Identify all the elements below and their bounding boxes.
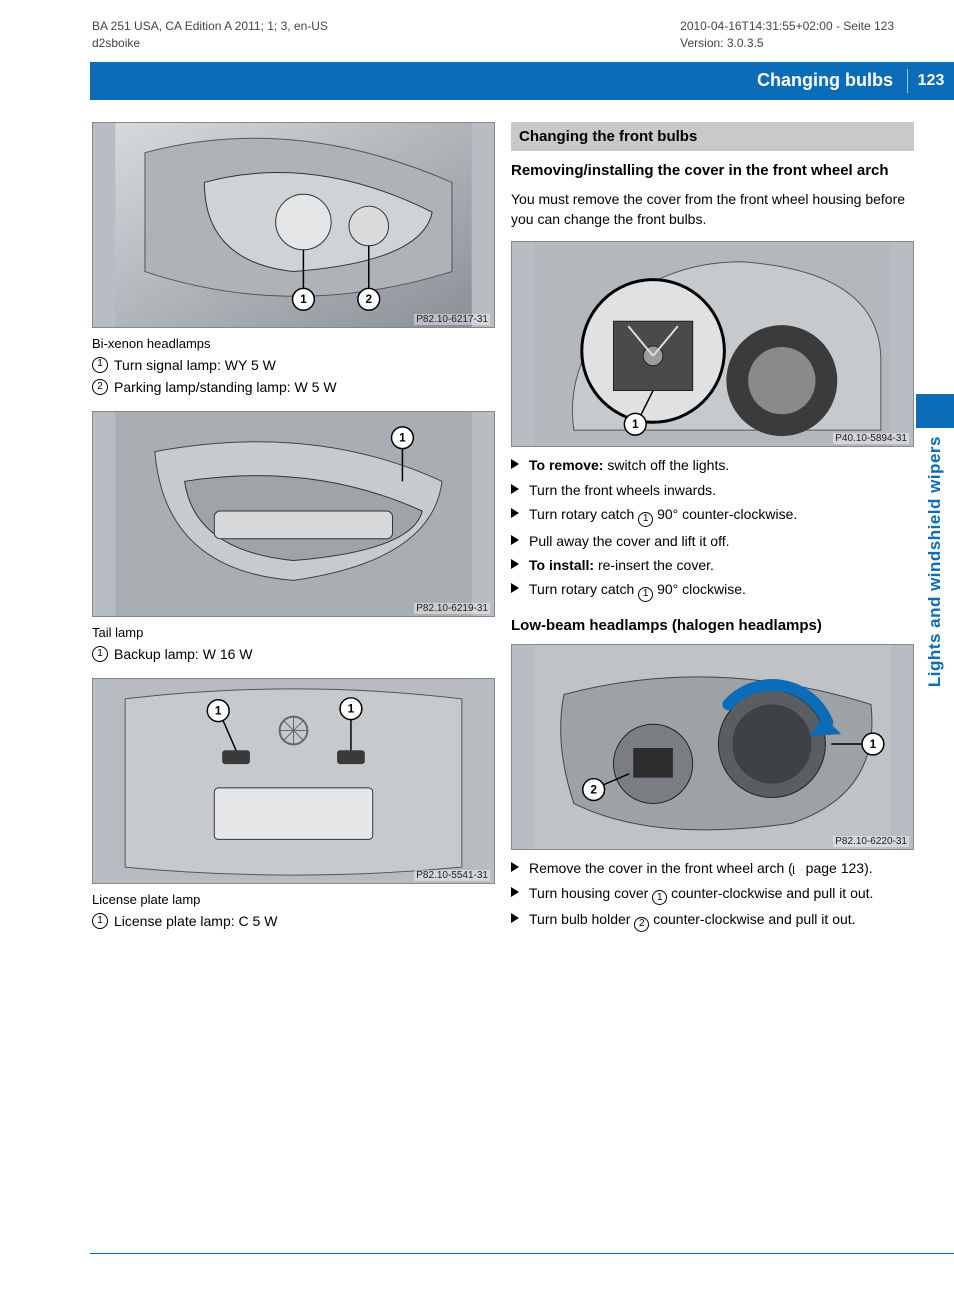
bullet-icon: [511, 484, 521, 494]
figure-lowbeam: 1 2 P82.10-6220-31: [511, 644, 914, 850]
step-item: Turn housing cover 1 counter-clockwise a…: [511, 883, 914, 906]
procedure-steps: To remove: switch off the lights. Turn th…: [511, 455, 914, 602]
tab-label: Lights and windshield wipers: [925, 436, 945, 687]
subsection-heading: Removing/installing the cover in the fro…: [511, 161, 914, 181]
footer-rule: [90, 1253, 954, 1254]
callout-num: 2: [92, 379, 108, 395]
step-text: Pull away the cover and lift it off.: [529, 531, 730, 551]
bullet-icon: [511, 559, 521, 569]
step-text: Turn rotary catch 1 90° counter-clockwis…: [529, 504, 797, 527]
image-code: P82.10-6217-31: [414, 314, 490, 325]
legend-item: 1 Backup lamp: W 16 W: [92, 644, 495, 664]
figure-licenseplate: 1 1 P82.10-5541-31: [92, 678, 495, 884]
image-code: P82.10-6219-31: [414, 603, 490, 614]
meta-right: 2010-04-16T14:31:55+02:00 - Seite 123 Ve…: [680, 18, 894, 52]
figure-headlamp: 1 2 P82.10-6217-31: [92, 122, 495, 328]
svg-text:2: 2: [590, 783, 597, 797]
legend-text: Backup lamp: W 16 W: [114, 644, 253, 664]
meta-line: Version: 3.0.3.5: [680, 35, 894, 52]
step-item: Remove the cover in the front wheel arch…: [511, 858, 914, 878]
step-text: Turn the front wheels inwards.: [529, 480, 716, 500]
svg-text:1: 1: [399, 431, 406, 445]
svg-text:1: 1: [870, 737, 877, 751]
callout-num: 1: [92, 646, 108, 662]
image-code: P40.10-5894-31: [833, 433, 909, 444]
bullet-icon: [511, 508, 521, 518]
image-code: P82.10-6220-31: [833, 836, 909, 847]
figure-taillamp: 1 P82.10-6219-31: [92, 411, 495, 617]
bullet-icon: [511, 913, 521, 923]
step-text: Turn rotary catch 1 90° clockwise.: [529, 579, 746, 602]
figure-caption: Bi-xenon headlamps: [92, 336, 495, 351]
figure-wheelarch: 1 P40.10-5894-31: [511, 241, 914, 447]
svg-text:1: 1: [632, 418, 639, 432]
svg-text:1: 1: [215, 704, 222, 718]
legend-text: License plate lamp: C 5 W: [114, 911, 277, 931]
legend-item: 2 Parking lamp/standing lamp: W 5 W: [92, 377, 495, 397]
step-text: Turn housing cover 1 counter-clockwise a…: [529, 883, 873, 906]
svg-text:1: 1: [300, 292, 307, 306]
legend-list: 1 Turn signal lamp: WY 5 W 2 Parking lamp/…: [92, 355, 495, 398]
chapter-title: Changing bulbs: [757, 70, 907, 91]
figure-caption: Tail lamp: [92, 625, 495, 640]
legend-item: 1 License plate lamp: C 5 W: [92, 911, 495, 931]
left-column: 1 2 P82.10-6217-31 Bi-xenon headlamps 1T…: [92, 122, 495, 947]
step-item: To remove: switch off the lights.: [511, 455, 914, 475]
callout-num: 1: [92, 357, 108, 373]
paragraph: You must remove the cover from the front…: [511, 189, 914, 230]
step-text: To install: re-insert the cover.: [529, 555, 714, 575]
step-item: Turn rotary catch 1 90° clockwise.: [511, 579, 914, 602]
step-text: Remove the cover in the front wheel arch…: [529, 858, 873, 878]
legend-list: 1 License plate lamp: C 5 W: [92, 911, 495, 931]
meta-line: 2010-04-16T14:31:55+02:00 - Seite 123: [680, 18, 894, 35]
legend-text: Parking lamp/standing lamp: W 5 W: [114, 377, 337, 397]
bullet-icon: [511, 535, 521, 545]
callout-num: 1: [92, 913, 108, 929]
legend-item: 1 Turn signal lamp: WY 5 W: [92, 355, 495, 375]
section-heading: Changing the front bulbs: [511, 122, 914, 151]
bullet-icon: [511, 459, 521, 469]
meta-left: BA 251 USA, CA Edition A 2011; 1; 3, en-…: [92, 18, 328, 52]
step-item: Turn rotary catch 1 90° counter-clockwis…: [511, 504, 914, 527]
tab-block: [916, 394, 954, 428]
legend-list: 1 Backup lamp: W 16 W: [92, 644, 495, 664]
bullet-icon: [511, 887, 521, 897]
figure-caption: License plate lamp: [92, 892, 495, 907]
subsection-heading: Low-beam headlamps (halogen headlamps): [511, 616, 914, 636]
step-item: Pull away the cover and lift it off.: [511, 531, 914, 551]
step-item: Turn bulb holder 2 counter-clockwise and…: [511, 909, 914, 932]
step-text: Turn bulb holder 2 counter-clockwise and…: [529, 909, 856, 932]
procedure-steps: Remove the cover in the front wheel arch…: [511, 858, 914, 932]
step-item: To install: re-insert the cover.: [511, 555, 914, 575]
right-column: Changing the front bulbs Removing/instal…: [511, 122, 914, 947]
bullet-icon: [511, 583, 521, 593]
step-text: To remove: switch off the lights.: [529, 455, 729, 475]
chapter-bar: Changing bulbs 123: [90, 62, 954, 100]
meta-line: d2sboike: [92, 35, 328, 52]
meta-line: BA 251 USA, CA Edition A 2011; 1; 3, en-…: [92, 18, 328, 35]
image-code: P82.10-5541-31: [414, 870, 490, 881]
svg-text:2: 2: [365, 292, 372, 306]
step-item: Turn the front wheels inwards.: [511, 480, 914, 500]
bullet-icon: [511, 862, 521, 872]
svg-text:1: 1: [348, 702, 355, 716]
side-tab: Lights and windshield wipers: [916, 394, 954, 774]
content-columns: 1 2 P82.10-6217-31 Bi-xenon headlamps 1T…: [0, 100, 954, 947]
legend-text: Turn signal lamp: WY 5 W: [114, 355, 276, 375]
meta-header: BA 251 USA, CA Edition A 2011; 1; 3, en-…: [0, 0, 954, 58]
page-number: 123: [908, 72, 954, 90]
